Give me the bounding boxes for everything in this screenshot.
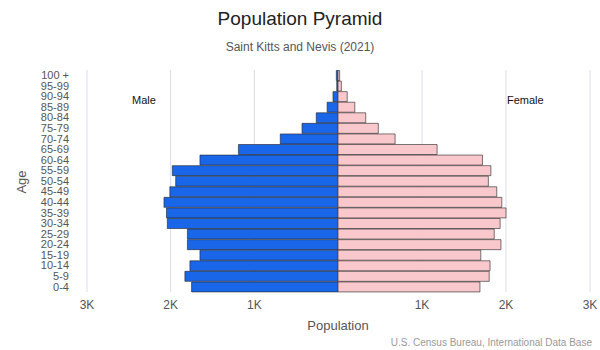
svg-text:U.S. Census Bureau, Internatio: U.S. Census Bureau, International Data B… bbox=[391, 337, 592, 348]
svg-text:1K: 1K bbox=[247, 298, 262, 312]
svg-text:60-64: 60-64 bbox=[40, 153, 69, 166]
svg-text:50-54: 50-54 bbox=[40, 174, 69, 187]
svg-text:65-69: 65-69 bbox=[40, 143, 69, 156]
svg-text:Age: Age bbox=[14, 170, 29, 193]
svg-text:Saint Kitts and Nevis (2021): Saint Kitts and Nevis (2021) bbox=[226, 40, 375, 54]
svg-text:Population Pyramid: Population Pyramid bbox=[218, 8, 383, 29]
svg-text:3K: 3K bbox=[80, 298, 95, 312]
svg-text:2K: 2K bbox=[163, 298, 178, 312]
svg-text:55-59: 55-59 bbox=[40, 164, 69, 177]
svg-text:2K: 2K bbox=[499, 298, 514, 312]
svg-text:0-4: 0-4 bbox=[53, 281, 69, 293]
svg-text:1K: 1K bbox=[415, 298, 430, 312]
svg-text:Population: Population bbox=[307, 318, 368, 333]
svg-text:3K: 3K bbox=[583, 298, 592, 312]
svg-text:70-74: 70-74 bbox=[40, 132, 69, 145]
svg-text:45-49: 45-49 bbox=[40, 185, 69, 198]
svg-text:5-9: 5-9 bbox=[53, 270, 69, 282]
svg-text:10-14: 10-14 bbox=[40, 259, 69, 272]
svg-text:20-24: 20-24 bbox=[40, 238, 69, 251]
svg-text:15-19: 15-19 bbox=[40, 248, 69, 261]
svg-text:40-44: 40-44 bbox=[40, 196, 69, 208]
svg-text:100 +: 100 + bbox=[41, 69, 69, 82]
svg-text:85-89: 85-89 bbox=[40, 100, 69, 113]
svg-text:25-29: 25-29 bbox=[40, 227, 69, 240]
svg-text:90-94: 90-94 bbox=[40, 90, 69, 103]
svg-text:Female: Female bbox=[507, 94, 544, 106]
svg-text:30-34: 30-34 bbox=[40, 217, 69, 230]
svg-text:75-79: 75-79 bbox=[40, 122, 69, 134]
svg-text:80-84: 80-84 bbox=[40, 111, 69, 124]
svg-text:35-39: 35-39 bbox=[40, 206, 69, 219]
svg-text:Male: Male bbox=[132, 94, 156, 106]
svg-text:95-99: 95-99 bbox=[40, 79, 69, 92]
